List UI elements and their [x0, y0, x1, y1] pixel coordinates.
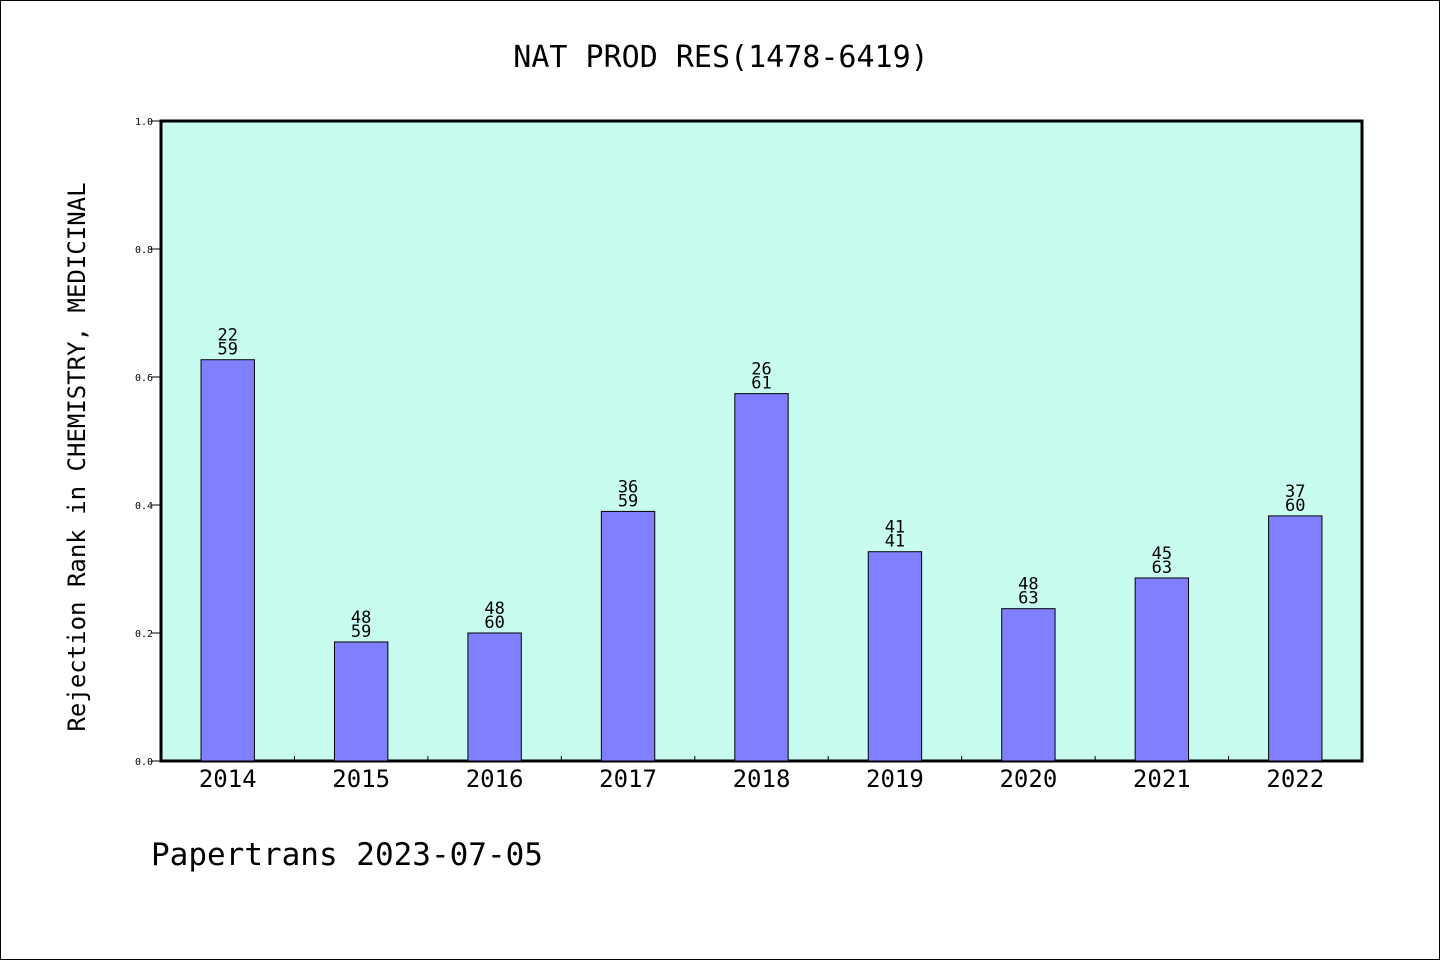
x-tick-label: 2020	[999, 765, 1057, 793]
bar-label-bottom: 61	[751, 374, 771, 394]
bar-label-top: 41	[885, 518, 905, 538]
y-tick-label: 0.6	[135, 373, 153, 384]
bar-label-bottom: 63	[1018, 589, 1038, 609]
x-tick-label: 2014	[199, 765, 257, 793]
bar-label-top: 37	[1285, 482, 1305, 502]
y-tick-label: 0.2	[135, 629, 153, 640]
bar-label-top: 48	[1018, 575, 1038, 595]
bar-2021	[1134, 577, 1190, 762]
bar-label-bottom: 59	[351, 622, 371, 642]
bar-2015	[333, 641, 389, 762]
bar-label-bottom: 63	[1152, 558, 1172, 578]
x-tick-label: 2018	[733, 765, 791, 793]
x-tick-label: 2015	[332, 765, 390, 793]
bar-label-top: 22	[217, 326, 237, 346]
bar-label-top: 48	[484, 599, 504, 619]
y-axis: 0.0 0.2 0.4 0.6 0.8 1.0	[135, 117, 161, 768]
x-tick-label: 2021	[1133, 765, 1191, 793]
bar-2017	[600, 510, 656, 762]
x-tick-label: 2022	[1266, 765, 1324, 793]
bar-label-top: 48	[351, 608, 371, 628]
bar-label-bottom: 60	[484, 613, 504, 633]
x-tick-label: 2019	[866, 765, 924, 793]
x-axis: 2014 2015 2016 2017 2018 2019 2020 2021 2022	[199, 756, 1324, 793]
bars-group	[200, 359, 1323, 762]
y-tick-label: 0.8	[135, 245, 153, 256]
chart-title: NAT PROD RES(1478-6419)	[513, 40, 928, 75]
bar-label-bottom: 59	[217, 340, 237, 360]
bar-label-bottom: 41	[885, 532, 905, 552]
bar-label-top: 45	[1152, 544, 1172, 564]
bar-2019	[867, 551, 923, 762]
footer-text: Papertrans 2023-07-05	[151, 837, 543, 873]
bar-label-top: 36	[618, 477, 638, 497]
y-axis-label: Rejection Rank in CHEMISTRY, MEDICINAL	[63, 182, 91, 731]
y-tick-label: 0.4	[135, 501, 153, 512]
bar-2014	[200, 359, 255, 762]
bar-2022	[1268, 515, 1323, 762]
y-tick-label: 1.0	[135, 117, 153, 128]
x-tick-label: 2017	[599, 765, 657, 793]
x-tick-label: 2016	[466, 765, 524, 793]
bar-label-top: 26	[751, 360, 771, 380]
bar-label-bottom: 60	[1285, 496, 1305, 516]
bar-label-bottom: 59	[618, 491, 638, 511]
bar-2018	[734, 393, 789, 762]
y-tick-label: 0.0	[135, 757, 153, 768]
bar-2016	[467, 632, 522, 762]
bar-2020	[1001, 608, 1056, 762]
